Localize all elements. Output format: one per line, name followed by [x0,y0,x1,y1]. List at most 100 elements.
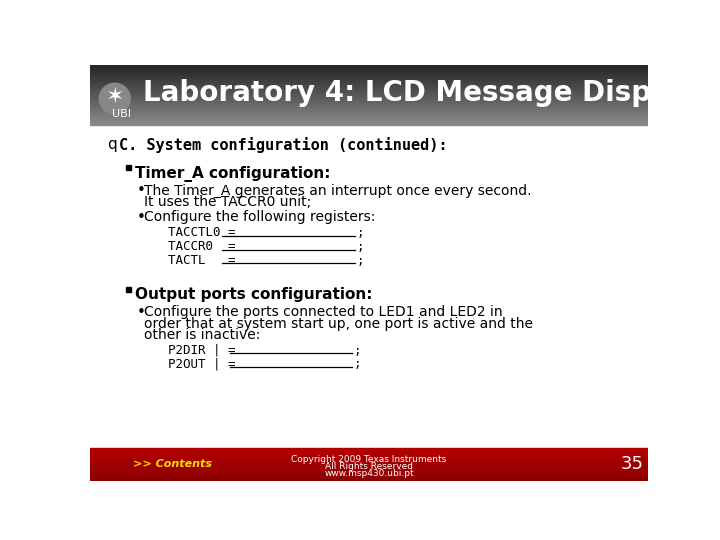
Bar [90,96,648,97]
Text: P2OUT | =: P2OUT | = [168,357,243,370]
Bar [90,84,648,85]
Bar [90,453,648,454]
Text: Timer_A configuration:: Timer_A configuration: [135,166,330,181]
Text: other is inactive:: other is inactive: [144,328,261,342]
Text: q: q [107,137,117,152]
Bar [90,122,648,123]
Bar [90,101,648,102]
Bar [90,82,648,83]
Bar [126,165,131,170]
Bar [90,457,648,458]
Bar [90,102,648,103]
Bar [90,107,648,108]
Bar [90,80,648,81]
Bar [90,110,648,111]
Bar [90,455,648,456]
Bar [90,65,648,66]
Bar [90,478,648,480]
Text: 35: 35 [621,455,644,474]
Text: All Rights Reserved: All Rights Reserved [325,462,413,471]
Bar [90,473,648,474]
Bar [90,109,648,110]
Text: •: • [137,210,145,225]
Text: order that at system start up, one port is active and the: order that at system start up, one port … [144,316,534,330]
Bar [90,98,648,99]
Bar [90,78,648,79]
Bar [90,75,648,76]
Text: UBI: UBI [112,109,131,119]
Bar [90,70,648,71]
Text: TACTL   =: TACTL = [168,254,243,267]
Text: Output ports configuration:: Output ports configuration: [135,287,372,302]
Text: TACCTL0 =: TACCTL0 = [168,226,243,240]
Bar [90,104,648,105]
Bar [90,106,648,107]
Bar [90,460,648,461]
Text: www.msp430.ubi.pt: www.msp430.ubi.pt [324,469,414,478]
Text: ✶: ✶ [106,87,124,107]
Bar [90,475,648,476]
Bar [90,480,648,481]
Bar [126,287,131,292]
Text: ;: ; [356,226,364,240]
Bar [90,88,648,89]
Bar [90,123,648,124]
Bar [90,124,648,125]
Bar [90,456,648,457]
Bar [90,459,648,460]
Text: •: • [137,305,145,320]
Bar [90,120,648,122]
Bar [90,115,648,116]
Bar [90,105,648,106]
Bar [90,67,648,68]
Bar [90,71,648,72]
Bar [90,100,648,101]
Bar [90,474,648,475]
Bar [90,449,648,450]
Bar [90,99,648,100]
Text: The Timer_A generates an interrupt once every second.: The Timer_A generates an interrupt once … [144,184,532,198]
Bar [90,92,648,93]
Bar [90,112,648,113]
Text: Copyright 2009 Texas Instruments: Copyright 2009 Texas Instruments [292,455,446,464]
Bar [90,461,648,462]
Text: TACCR0  =: TACCR0 = [168,240,243,253]
Bar [90,468,648,469]
Bar [90,97,648,98]
Text: ;: ; [356,254,364,267]
Text: ;: ; [354,343,361,356]
Bar [90,463,648,464]
Bar [90,68,648,69]
Bar [90,470,648,471]
Text: •: • [137,184,145,198]
Bar [90,93,648,94]
Bar [90,465,648,467]
Bar [90,114,648,115]
Bar [90,74,648,75]
Bar [90,77,648,78]
Bar [90,79,648,80]
Text: Laboratory 4: LCD Message Display (13/18): Laboratory 4: LCD Message Display (13/18… [143,78,720,106]
Bar [90,111,648,112]
Bar [90,117,648,118]
Bar [90,89,648,90]
Bar [90,90,648,91]
Bar [90,95,648,96]
Bar [90,103,648,104]
Bar [90,462,648,463]
Bar [90,451,648,453]
Bar [90,118,648,119]
Text: Configure the ports connected to LED1 and LED2 in: Configure the ports connected to LED1 an… [144,305,503,319]
Bar [90,76,648,77]
Bar [90,119,648,120]
Text: ;: ; [354,357,361,370]
Bar [90,66,648,67]
Bar [90,454,648,455]
Bar [90,113,648,114]
Bar [90,86,648,87]
Bar [90,81,648,82]
Bar [90,471,648,472]
Bar [90,116,648,117]
Bar [90,73,648,74]
Bar [90,472,648,473]
